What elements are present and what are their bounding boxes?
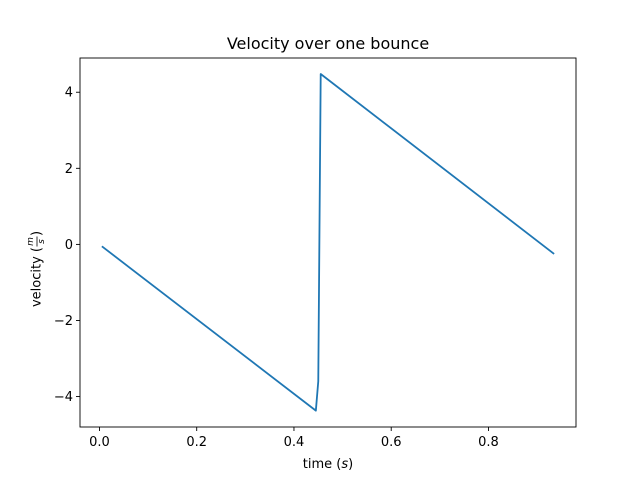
x-axis-title: time (s) bbox=[303, 457, 353, 472]
x-tick-label: 0.2 bbox=[186, 435, 207, 450]
y-tick-label: 2 bbox=[65, 162, 73, 177]
x-axis-title-main: time ( bbox=[303, 457, 342, 472]
y-axis-title-close: ) bbox=[30, 231, 45, 236]
series-line-0 bbox=[101, 73, 555, 412]
x-axis-title-close: ) bbox=[348, 457, 353, 472]
y-axis-title: velocity ( m s ) bbox=[26, 231, 47, 307]
x-tick-label: 0.6 bbox=[381, 435, 402, 450]
plot-frame bbox=[79, 57, 577, 428]
plot-area: 0.0 0.2 0.4 0.6 0.8 −4 −2 0 2 4 bbox=[54, 57, 577, 450]
x-tick-label: 0.8 bbox=[478, 435, 499, 450]
x-axis-title-unit: s bbox=[341, 457, 348, 472]
y-axis-title-main: velocity ( bbox=[30, 247, 45, 307]
x-tick-label: 0.0 bbox=[89, 435, 110, 450]
chart-title: Velocity over one bounce bbox=[227, 34, 429, 53]
y-axis-title-num: m bbox=[26, 237, 36, 246]
y-axis-title-den: s bbox=[37, 239, 47, 244]
y-tick-label: −2 bbox=[54, 314, 73, 329]
y-tick-label: 4 bbox=[65, 86, 73, 101]
x-tick-label: 0.4 bbox=[284, 435, 305, 450]
y-tick-label: 0 bbox=[65, 238, 73, 253]
y-tick-label: −4 bbox=[54, 390, 73, 405]
